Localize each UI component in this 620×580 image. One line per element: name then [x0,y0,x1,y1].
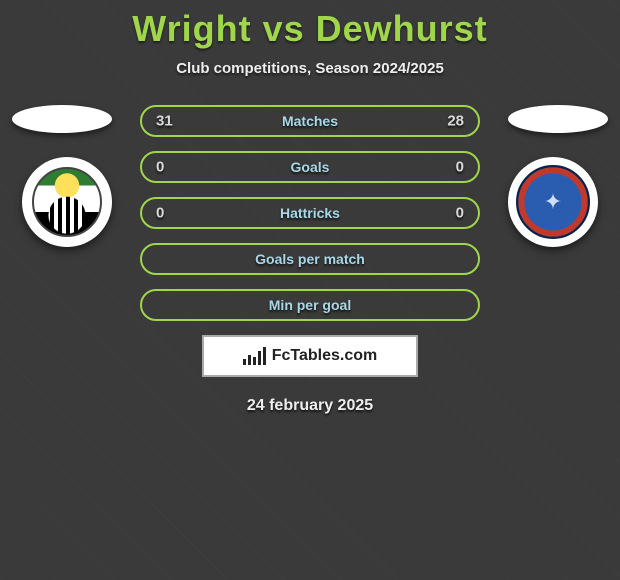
stat-left-value: 0 [156,159,164,176]
stat-row-goals: 0 Goals 0 [140,151,480,183]
stat-right-value: 0 [456,205,464,222]
stat-label: Goals [291,159,330,175]
stat-row-min-per-goal: Min per goal [140,289,480,321]
stat-label: Hattricks [280,205,340,221]
stat-row-goals-per-match: Goals per match [140,243,480,275]
comparison-rows: ✦ 31 Matches 28 0 Goals 0 0 Hattricks 0 … [0,105,620,321]
stat-left-value: 31 [156,113,173,130]
brand-text: FcTables.com [272,347,378,365]
page-title: Wright vs Dewhurst [0,0,620,50]
stat-left-value: 0 [156,205,164,222]
stat-row-hattricks: 0 Hattricks 0 [140,197,480,229]
stat-label: Matches [282,113,338,129]
country-flag-right [508,105,608,133]
stat-right-value: 0 [456,159,464,176]
club-crest-left-art [32,167,102,237]
stat-row-matches: 31 Matches 28 [140,105,480,137]
club-crest-right: ✦ [508,157,598,247]
bars-icon [243,347,266,365]
stat-right-value: 28 [447,113,464,130]
club-crest-left [22,157,112,247]
date-label: 24 february 2025 [0,397,620,415]
country-flag-left [12,105,112,133]
subtitle: Club competitions, Season 2024/2025 [0,60,620,77]
club-crest-right-art: ✦ [516,165,590,239]
brand-badge: FcTables.com [202,335,418,377]
stat-label: Min per goal [269,297,351,313]
stat-label: Goals per match [255,251,365,267]
